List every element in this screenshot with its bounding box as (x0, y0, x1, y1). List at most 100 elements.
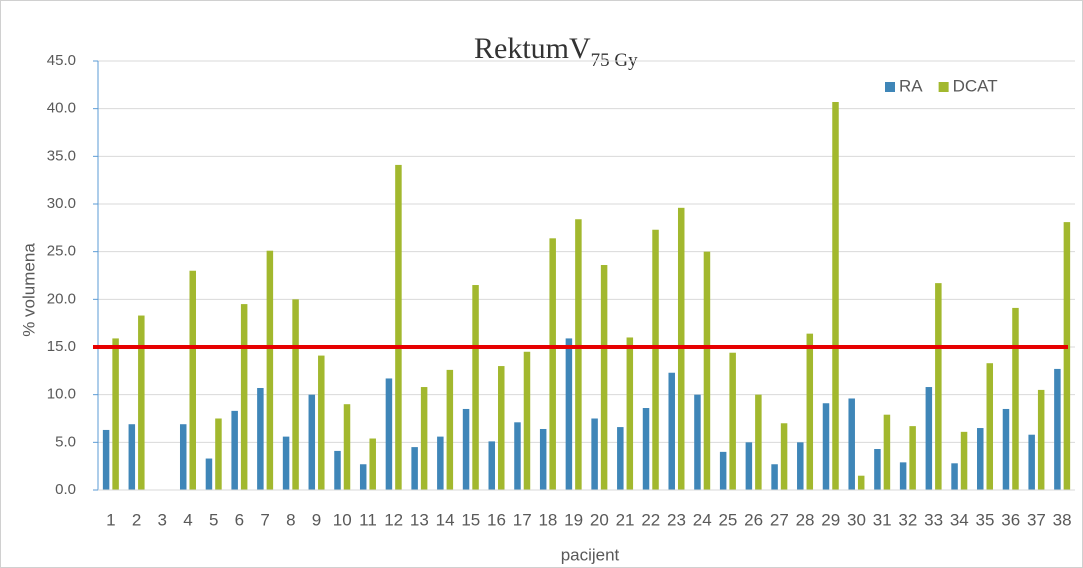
x-tick-label: 29 (821, 510, 840, 529)
x-tick-label: 19 (564, 510, 583, 529)
legend-swatch (938, 82, 949, 92)
x-axis-label: pacijent (561, 545, 620, 564)
bar (832, 101, 839, 490)
bar (1037, 389, 1045, 490)
bar (318, 355, 325, 490)
x-tick-label: 12 (384, 510, 403, 529)
x-tick-label: 6 (235, 510, 244, 529)
bar (652, 229, 659, 491)
bar (359, 464, 367, 490)
bar (411, 447, 418, 490)
bar (806, 333, 814, 490)
bar (780, 423, 788, 490)
legend-swatch (885, 82, 895, 92)
bar (626, 337, 634, 490)
x-tick-label: 16 (487, 510, 506, 529)
y-tick-label: 40.0 (47, 100, 76, 117)
bar (960, 431, 968, 490)
bar (977, 428, 984, 490)
y-tick-label: 10.0 (47, 386, 76, 403)
bar (369, 438, 376, 490)
bar (308, 394, 316, 490)
bar (539, 428, 547, 490)
legend-label: RA (899, 76, 923, 95)
bar (883, 414, 891, 490)
y-tick-label: 20.0 (47, 290, 76, 307)
x-tick-label: 22 (641, 510, 660, 529)
x-tick-label: 37 (1027, 510, 1046, 529)
bar (565, 338, 573, 490)
bar (292, 299, 299, 490)
bar (395, 164, 402, 490)
bar (1054, 368, 1061, 490)
bar (462, 408, 470, 490)
bar (575, 219, 582, 490)
x-tick-label: 24 (693, 510, 712, 529)
bar (420, 387, 428, 490)
x-tick-label: 20 (590, 510, 609, 529)
chart-title: RektumV75 Gy (474, 32, 638, 71)
bar (240, 304, 248, 490)
bar (771, 464, 778, 490)
bar (343, 404, 351, 490)
bar (729, 352, 736, 490)
x-tick-label: 38 (1053, 510, 1072, 529)
bar (231, 410, 238, 490)
bar (857, 475, 865, 490)
bar (205, 458, 213, 490)
x-tick-label: 14 (436, 510, 455, 529)
bar (986, 363, 994, 490)
bar (138, 315, 145, 490)
x-tick-label: 13 (410, 510, 429, 529)
y-tick-label: 45.0 (47, 52, 76, 69)
bar (514, 422, 521, 490)
x-tick-label: 15 (461, 510, 480, 529)
title-main: RektumV (474, 32, 591, 65)
x-tick-label: 10 (333, 510, 352, 529)
bar (523, 351, 531, 490)
bar (668, 372, 675, 490)
x-tick-label: 9 (312, 510, 321, 529)
x-tick-label: 30 (847, 510, 866, 529)
x-tick-label: 7 (260, 510, 269, 529)
x-tick-label: 8 (286, 510, 295, 529)
y-tick-label: 30.0 (47, 195, 76, 212)
x-tick-label: 17 (513, 510, 532, 529)
x-tick-label: 35 (976, 510, 995, 529)
x-tick-label: 2 (132, 510, 141, 529)
x-tick-label: 33 (924, 510, 943, 529)
legend-label: DCAT (953, 76, 998, 95)
bar (642, 408, 650, 490)
bar (282, 436, 290, 490)
bar (189, 270, 196, 490)
bar (257, 387, 264, 490)
x-tick-label: 18 (538, 510, 557, 529)
bar (899, 462, 907, 490)
bar (703, 251, 711, 490)
bar (935, 283, 942, 490)
x-tick-label: 23 (667, 510, 686, 529)
bar (472, 285, 479, 490)
x-tick-label: 25 (718, 510, 737, 529)
bar (437, 436, 444, 490)
x-tick-label: 1 (106, 510, 115, 529)
bar (102, 429, 110, 490)
bar (1012, 307, 1019, 490)
bar (1002, 408, 1010, 490)
bar (848, 398, 855, 490)
bar (112, 338, 119, 490)
y-axis-label: % volumena (19, 243, 38, 337)
bar (446, 369, 454, 490)
bar (617, 427, 624, 490)
bar (1028, 434, 1035, 490)
bar (719, 451, 727, 490)
bar (925, 387, 933, 490)
bar (694, 394, 701, 490)
y-tick-label: 0.0 (55, 481, 76, 498)
bar (755, 394, 762, 490)
y-tick-label: 15.0 (47, 338, 76, 355)
x-tick-label: 34 (950, 510, 969, 529)
bar (1063, 222, 1071, 490)
bar (874, 449, 881, 490)
x-tick-label: 28 (796, 510, 815, 529)
